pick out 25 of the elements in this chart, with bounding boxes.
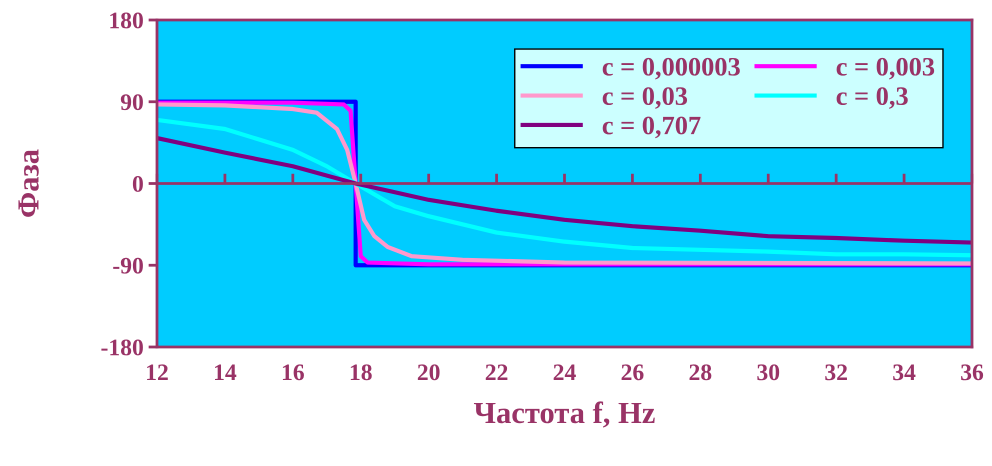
x-tick-label: 12 <box>147 364 168 380</box>
x-tick-label: 18 <box>350 364 372 380</box>
x-tick-label: 26 <box>622 364 644 380</box>
y-tick-label: 90 <box>120 94 143 110</box>
legend-label: c = 0,03 <box>602 87 688 109</box>
x-tick-label: 14 <box>215 364 236 380</box>
x-tick-label: 16 <box>282 364 304 380</box>
y-tick-label: -90 <box>113 258 143 274</box>
legend-label: c = 0,3 <box>836 87 908 109</box>
x-tick-label: 34 <box>893 364 916 380</box>
y-tick-label: 0 <box>132 176 143 192</box>
x-tick-label: 36 <box>961 364 984 380</box>
legend-label: c = 0,707 <box>602 116 701 138</box>
legend-label: c = 0,003 <box>836 58 934 80</box>
y-tick-label: -180 <box>101 339 143 356</box>
x-tick-label: 32 <box>825 364 847 380</box>
y-tick-label: 180 <box>110 12 143 28</box>
x-tick-label: 24 <box>554 364 576 380</box>
y-axis-title: Фаза <box>18 149 39 217</box>
x-tick-label: 28 <box>690 364 712 380</box>
legend-label: c = 0,000003 <box>602 58 740 80</box>
x-tick-label: 20 <box>418 364 440 380</box>
x-tick-label: 22 <box>486 364 508 380</box>
x-axis-title: Частота f, Hz <box>474 401 655 428</box>
x-tick-label: 30 <box>757 364 780 380</box>
